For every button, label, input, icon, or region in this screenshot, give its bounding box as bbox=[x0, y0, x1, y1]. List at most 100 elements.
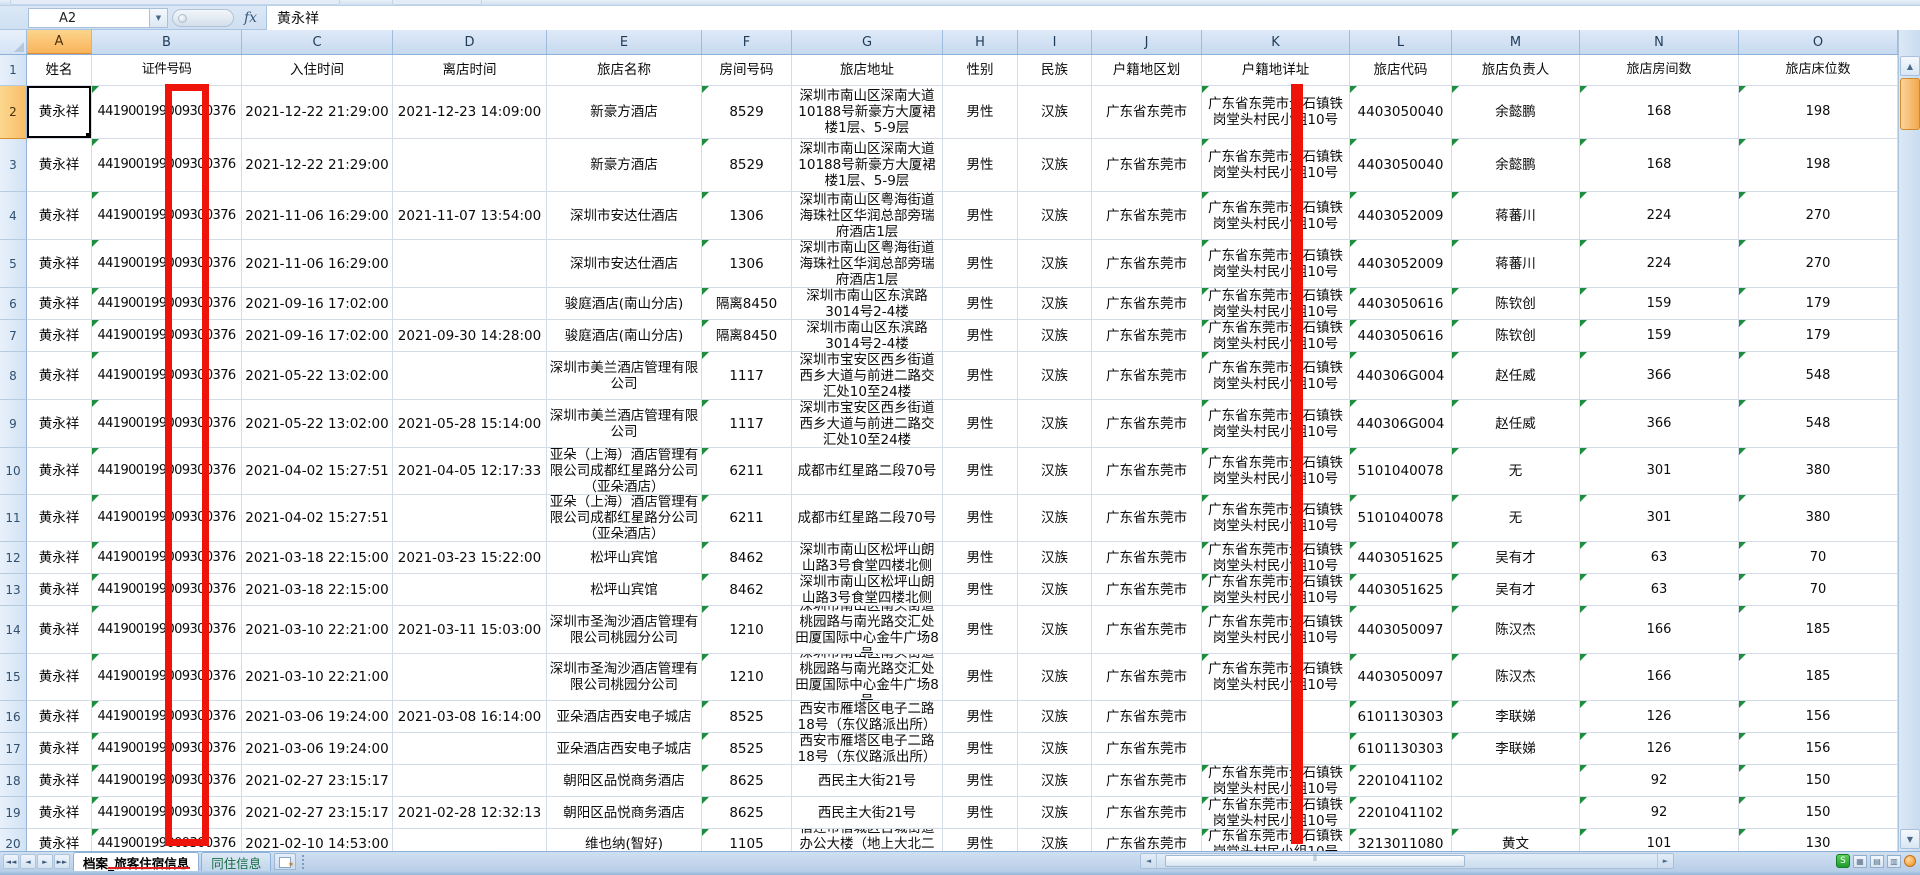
selection-fill-handle[interactable] bbox=[86, 133, 91, 138]
row-header-3[interactable]: 3 bbox=[0, 139, 27, 192]
cell-G18[interactable]: 西民主大街21号 bbox=[792, 765, 943, 797]
cell-A18[interactable]: 黄永祥 bbox=[27, 765, 92, 797]
cell-E14[interactable]: 深圳市圣淘沙酒店管理有限公司桃园分公司 bbox=[547, 606, 702, 654]
cell-G6[interactable]: 深圳市南山区东滨路3014号2-4楼 bbox=[792, 288, 943, 320]
cell-H16[interactable]: 男性 bbox=[943, 701, 1018, 733]
cell-N1[interactable]: 旅店房间数 bbox=[1580, 55, 1739, 86]
cell-C16[interactable]: 2021-03-06 19:24:00 bbox=[242, 701, 393, 733]
row-header-18[interactable]: 18 bbox=[0, 765, 27, 797]
column-header-n[interactable]: N bbox=[1580, 30, 1739, 54]
cell-D18[interactable] bbox=[393, 765, 547, 797]
horizontal-scrollbar[interactable]: ◄ ► bbox=[1140, 853, 1674, 869]
cell-M4[interactable]: 蒋蕃川 bbox=[1452, 192, 1580, 240]
cell-L10[interactable]: 5101040078 bbox=[1350, 448, 1452, 495]
cell-L9[interactable]: 440306G004 bbox=[1350, 400, 1452, 448]
cell-C9[interactable]: 2021-05-22 13:02:00 bbox=[242, 400, 393, 448]
cell-K6[interactable]: 广东省东莞市企石镇铁岗堂头村民小组10号 bbox=[1202, 288, 1350, 320]
cell-L1[interactable]: 旅店代码 bbox=[1350, 55, 1452, 86]
cell-H14[interactable]: 男性 bbox=[943, 606, 1018, 654]
cell-O1[interactable]: 旅店床位数 bbox=[1739, 55, 1898, 86]
view-page-layout-icon[interactable]: ▤ bbox=[1870, 854, 1884, 868]
cell-O12[interactable]: 70 bbox=[1739, 542, 1898, 574]
cell-E4[interactable]: 深圳市安达仕酒店 bbox=[547, 192, 702, 240]
row-header-20[interactable]: 20 bbox=[0, 829, 27, 851]
cell-C1[interactable]: 入住时间 bbox=[242, 55, 393, 86]
cell-L17[interactable]: 6101130303 bbox=[1350, 733, 1452, 765]
column-header-f[interactable]: F bbox=[702, 30, 792, 54]
cell-A17[interactable]: 黄永祥 bbox=[27, 733, 92, 765]
cell-N18[interactable]: 92 bbox=[1580, 765, 1739, 797]
cell-E7[interactable]: 骏庭酒店(南山分店) bbox=[547, 320, 702, 352]
cell-O10[interactable]: 380 bbox=[1739, 448, 1898, 495]
cell-M15[interactable]: 陈汉杰 bbox=[1452, 654, 1580, 701]
cell-K10[interactable]: 广东省东莞市企石镇铁岗堂头村民小组10号 bbox=[1202, 448, 1350, 495]
row-header-2[interactable]: 2 bbox=[0, 86, 27, 139]
cell-E17[interactable]: 亚朵酒店西安电子城店 bbox=[547, 733, 702, 765]
cell-F1[interactable]: 房间号码 bbox=[702, 55, 792, 86]
cell-D6[interactable] bbox=[393, 288, 547, 320]
cell-N3[interactable]: 168 bbox=[1580, 139, 1739, 192]
cell-C14[interactable]: 2021-03-10 22:21:00 bbox=[242, 606, 393, 654]
cell-B1[interactable]: 证件号码 bbox=[92, 55, 242, 86]
column-header-m[interactable]: M bbox=[1452, 30, 1580, 54]
cell-F7[interactable]: 隔离8450 bbox=[702, 320, 792, 352]
cell-F5[interactable]: 1306 bbox=[702, 240, 792, 288]
cell-C13[interactable]: 2021-03-18 22:15:00 bbox=[242, 574, 393, 606]
cell-H17[interactable]: 男性 bbox=[943, 733, 1018, 765]
cell-A11[interactable]: 黄永祥 bbox=[27, 495, 92, 542]
cell-E11[interactable]: 亚朵（上海）酒店管理有限公司成都红星路分公司（亚朵酒店） bbox=[547, 495, 702, 542]
cell-F8[interactable]: 1117 bbox=[702, 352, 792, 400]
cell-H6[interactable]: 男性 bbox=[943, 288, 1018, 320]
cell-K9[interactable]: 广东省东莞市企石镇铁岗堂头村民小组10号 bbox=[1202, 400, 1350, 448]
cell-D9[interactable]: 2021-05-28 15:14:00 bbox=[393, 400, 547, 448]
cell-H20[interactable]: 男性 bbox=[943, 829, 1018, 851]
cell-G19[interactable]: 西民主大街21号 bbox=[792, 797, 943, 829]
cell-J16[interactable]: 广东省东莞市 bbox=[1092, 701, 1202, 733]
cell-D1[interactable]: 离店时间 bbox=[393, 55, 547, 86]
cell-K17[interactable] bbox=[1202, 733, 1350, 765]
cell-K19[interactable]: 广东省东莞市企石镇铁岗堂头村民小组10号 bbox=[1202, 797, 1350, 829]
column-header-j[interactable]: J bbox=[1092, 30, 1202, 54]
first-sheet-icon[interactable]: ◄◄ bbox=[3, 854, 19, 869]
cell-F15[interactable]: 1210 bbox=[702, 654, 792, 701]
cell-K3[interactable]: 广东省东莞市企石镇铁岗堂头村民小组10号 bbox=[1202, 139, 1350, 192]
vertical-scroll-thumb[interactable] bbox=[1900, 78, 1920, 130]
cell-G16[interactable]: 西安市雁塔区电子二路18号（东仪路派出所） bbox=[792, 701, 943, 733]
cell-I4[interactable]: 汉族 bbox=[1018, 192, 1092, 240]
cell-H2[interactable]: 男性 bbox=[943, 86, 1018, 139]
cell-C3[interactable]: 2021-12-22 21:29:00 bbox=[242, 139, 393, 192]
cell-A5[interactable]: 黄永祥 bbox=[27, 240, 92, 288]
row-header-7[interactable]: 7 bbox=[0, 320, 27, 352]
cell-I9[interactable]: 汉族 bbox=[1018, 400, 1092, 448]
cell-N10[interactable]: 301 bbox=[1580, 448, 1739, 495]
cell-L8[interactable]: 440306G004 bbox=[1350, 352, 1452, 400]
row-header-19[interactable]: 19 bbox=[0, 797, 27, 829]
cell-J2[interactable]: 广东省东莞市 bbox=[1092, 86, 1202, 139]
cell-N7[interactable]: 159 bbox=[1580, 320, 1739, 352]
cell-K1[interactable]: 户籍地详址 bbox=[1202, 55, 1350, 86]
cell-L6[interactable]: 4403050616 bbox=[1350, 288, 1452, 320]
cell-F3[interactable]: 8529 bbox=[702, 139, 792, 192]
cell-M13[interactable]: 吴有才 bbox=[1452, 574, 1580, 606]
cell-L7[interactable]: 4403050616 bbox=[1350, 320, 1452, 352]
row-header-11[interactable]: 11 bbox=[0, 495, 27, 542]
cell-M5[interactable]: 蒋蕃川 bbox=[1452, 240, 1580, 288]
cell-N20[interactable]: 101 bbox=[1580, 829, 1739, 851]
row-header-14[interactable]: 14 bbox=[0, 606, 27, 654]
row-header-12[interactable]: 12 bbox=[0, 542, 27, 574]
column-header-c[interactable]: C bbox=[242, 30, 393, 54]
cell-H9[interactable]: 男性 bbox=[943, 400, 1018, 448]
cell-H5[interactable]: 男性 bbox=[943, 240, 1018, 288]
cell-H8[interactable]: 男性 bbox=[943, 352, 1018, 400]
row-header-9[interactable]: 9 bbox=[0, 400, 27, 448]
column-header-b[interactable]: B bbox=[92, 30, 242, 54]
cell-J19[interactable]: 广东省东莞市 bbox=[1092, 797, 1202, 829]
cell-J4[interactable]: 广东省东莞市 bbox=[1092, 192, 1202, 240]
cell-I5[interactable]: 汉族 bbox=[1018, 240, 1092, 288]
cell-G15[interactable]: 深圳市南山区南头街道桃园路与南光路交汇处田厦国际中心金牛广场8号 bbox=[792, 654, 943, 701]
cell-L20[interactable]: 3213011080 bbox=[1350, 829, 1452, 851]
cell-J10[interactable]: 广东省东莞市 bbox=[1092, 448, 1202, 495]
cell-I8[interactable]: 汉族 bbox=[1018, 352, 1092, 400]
cell-L15[interactable]: 4403050097 bbox=[1350, 654, 1452, 701]
cell-E5[interactable]: 深圳市安达仕酒店 bbox=[547, 240, 702, 288]
